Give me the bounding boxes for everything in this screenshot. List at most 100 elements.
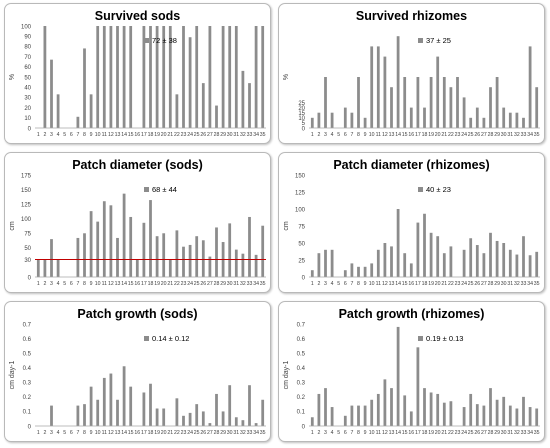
x-tick-label: 11 — [102, 132, 107, 138]
x-tick-label: 33 — [247, 281, 253, 287]
x-tick-label: 22 — [174, 281, 180, 287]
bar — [390, 388, 393, 426]
x-tick-label: 20 — [161, 281, 167, 287]
x-tick-label: 17 — [415, 430, 421, 436]
bar — [462, 407, 466, 426]
x-tick-label: 35 — [534, 281, 540, 287]
x-tick-label: 10 — [95, 132, 101, 138]
chart-panel-patch-diameter-sods: Patch diameter (sods) 0 30 50 75 100 125 150 17… — [4, 152, 271, 293]
bar — [102, 26, 106, 128]
bar — [535, 87, 539, 128]
x-tick-label: 29 — [494, 281, 500, 287]
x-tick-label: 27 — [481, 281, 487, 287]
x-tick-label: 8 — [83, 430, 86, 436]
bar — [324, 388, 327, 426]
y-tick-label: 0.2 — [23, 395, 32, 401]
bar — [83, 404, 86, 426]
x-tick-label: 35 — [260, 281, 266, 287]
y-tick-label: 100 — [21, 24, 32, 30]
bar — [357, 405, 360, 426]
y-axis-label: cm — [9, 221, 16, 231]
y-tick-label: 15 — [298, 111, 305, 117]
bar — [234, 26, 238, 128]
mean-sd-annotation: 0.19 ± 0.13 — [426, 334, 463, 343]
mean-sd-annotation: 72 ± 38 — [152, 36, 177, 45]
bar — [535, 251, 539, 277]
bar — [522, 236, 525, 277]
bar — [363, 405, 367, 426]
x-tick-label: 13 — [389, 430, 395, 436]
x-tick-label: 14 — [395, 132, 401, 138]
x-tick-label: 3 — [50, 430, 53, 436]
x-tick-label: 16 — [408, 281, 414, 287]
bar — [502, 396, 506, 426]
y-axis-label: cm day-1 — [9, 361, 16, 390]
bar — [357, 77, 360, 128]
x-tick-label: 30 — [227, 430, 233, 436]
x-tick-label: 21 — [167, 281, 173, 287]
bar — [442, 402, 446, 426]
bar — [50, 405, 53, 426]
mean-sd-annotation: 40 ± 23 — [426, 185, 451, 194]
x-tick-label: 26 — [200, 132, 206, 138]
bar — [201, 411, 205, 426]
x-tick-label: 2 — [317, 132, 320, 138]
x-tick-label: 24 — [461, 430, 467, 436]
bar — [310, 117, 314, 128]
x-tick-label: 14 — [395, 281, 401, 287]
bar — [376, 46, 380, 128]
bar — [254, 26, 258, 128]
bar — [370, 46, 374, 128]
x-tick-label: 12 — [108, 430, 114, 436]
x-tick-label: 17 — [415, 132, 421, 138]
bar — [489, 232, 492, 277]
bar — [469, 238, 473, 277]
legend-marker — [418, 187, 423, 192]
bar — [482, 405, 486, 426]
bar — [155, 236, 159, 277]
x-tick-label: 10 — [95, 281, 101, 287]
y-tick-label: 0 — [28, 126, 32, 132]
x-tick-label: 1 — [37, 281, 40, 287]
x-tick-label: 8 — [357, 132, 360, 138]
bar — [168, 26, 172, 128]
x-tick-label: 20 — [435, 430, 441, 436]
x-tick-label: 20 — [161, 430, 167, 436]
x-tick-label: 11 — [102, 430, 107, 436]
y-tick-label: 0.7 — [297, 322, 306, 328]
bar — [390, 87, 393, 128]
y-tick-label: 80 — [24, 45, 31, 51]
y-axis-label: % — [283, 74, 290, 80]
x-tick-label: 27 — [207, 430, 213, 436]
bar — [363, 266, 367, 277]
x-tick-label: 32 — [240, 281, 246, 287]
bar — [116, 399, 119, 426]
x-tick-label: 24 — [187, 281, 193, 287]
bar — [248, 83, 251, 128]
x-tick-label: 16 — [408, 132, 414, 138]
x-tick-label: 34 — [253, 132, 259, 138]
bar — [515, 112, 519, 128]
bar — [241, 420, 245, 426]
x-tick-label: 35 — [534, 132, 540, 138]
x-tick-label: 15 — [128, 430, 134, 436]
x-tick-label: 7 — [350, 132, 353, 138]
x-tick-label: 19 — [428, 281, 434, 287]
x-tick-label: 33 — [521, 430, 527, 436]
bar — [96, 26, 100, 128]
x-tick-label: 6 — [70, 132, 73, 138]
bar — [155, 408, 159, 426]
x-tick-label: 15 — [402, 132, 408, 138]
x-tick-label: 26 — [474, 281, 480, 287]
bar — [383, 243, 387, 277]
x-tick-label: 4 — [331, 281, 334, 287]
bar — [515, 408, 519, 426]
bar — [228, 385, 232, 426]
x-tick-label: 21 — [167, 132, 173, 138]
x-tick-label: 4 — [57, 281, 60, 287]
x-tick-label: 31 — [507, 430, 513, 436]
x-tick-label: 14 — [121, 132, 127, 138]
bar — [442, 253, 446, 277]
